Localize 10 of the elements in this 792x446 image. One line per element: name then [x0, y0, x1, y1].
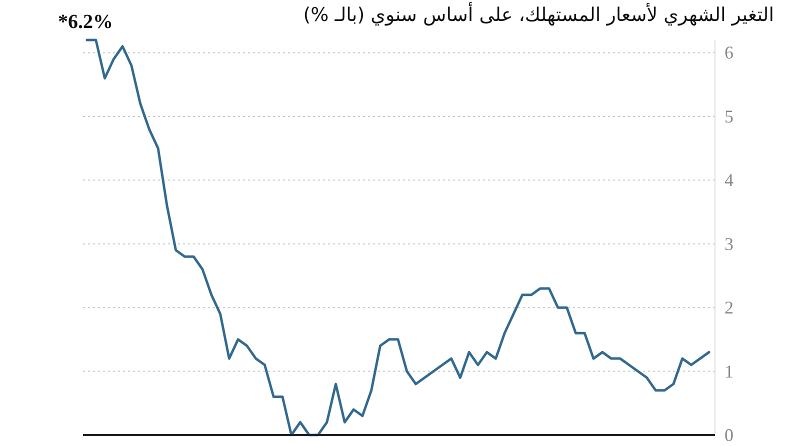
y-tick-label: 4: [724, 170, 734, 190]
y-tick-label: 6: [724, 42, 734, 63]
y-tick-label: 2: [724, 298, 734, 318]
y-tick-label: 3: [724, 234, 734, 254]
chart-title: التغير الشهري لأسعار المستهلك، على أساس سنوي (بالـ %): [302, 4, 775, 26]
y-tick-label: 5: [724, 106, 734, 126]
line-series: [86, 38, 710, 436]
text: *6.2%: [58, 11, 113, 33]
y-tick-label: 0: [724, 425, 734, 445]
y-tick-label: 1: [724, 361, 734, 382]
